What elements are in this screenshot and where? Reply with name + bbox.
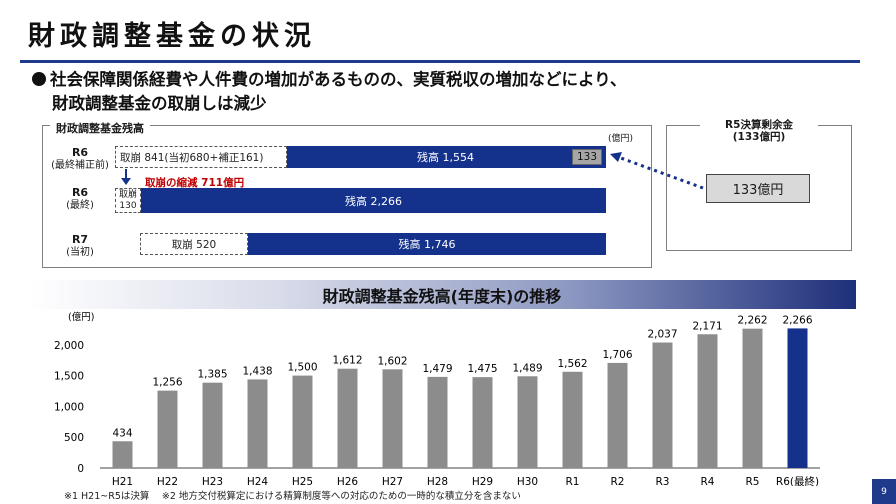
- y-tick-label: 1,500: [54, 371, 84, 383]
- balance-bar-label: 残高 1,554: [417, 151, 474, 164]
- withdraw-value: 130: [119, 200, 137, 211]
- value-label-H22: 1,256: [152, 377, 182, 389]
- value-label-H23: 1,385: [197, 369, 227, 381]
- x-tick-label-H29: H29: [472, 476, 493, 486]
- x-tick-label-H21: H21: [112, 476, 133, 486]
- balance-trend-chart: (億円) 0 500 1,000 1,500 2,000 434 1,256 1,385 1,…: [54, 311, 820, 486]
- footnote: ※1 H21~R5は決算 ※2 地方交付税算定における精算制度等への対応のための…: [64, 491, 521, 502]
- bar-H27: [382, 369, 403, 468]
- y-tick-label: 1,000: [54, 401, 84, 413]
- value-label-H27: 1,602: [377, 355, 407, 367]
- y-tick-label: 2,000: [54, 340, 84, 352]
- surplus-title-line-2: (133億円): [732, 131, 786, 143]
- surplus-chip: 133: [572, 149, 602, 165]
- value-label-H26: 1,612: [332, 355, 362, 367]
- x-tick-label-H26: H26: [337, 476, 359, 486]
- row-label-sub: (最終): [66, 200, 94, 211]
- row-label-r7: R7 (当初): [50, 233, 110, 259]
- bar-H30: [517, 376, 538, 468]
- bar-R3: [652, 342, 673, 468]
- x-tick-label-H28: H28: [427, 476, 448, 486]
- row-label-r6-before: R6 (最終補正前): [50, 146, 110, 172]
- balance-panel: [42, 125, 652, 268]
- title-rule: [20, 60, 860, 63]
- bar-H23: [202, 382, 223, 468]
- value-labels: 434 1,256 1,385 1,438 1,500 1,612 1,602 1,479 1,…: [112, 314, 812, 439]
- bar-H22: [157, 390, 178, 468]
- bar-R5: [742, 328, 763, 468]
- value-label-R2: 1,706: [602, 349, 632, 361]
- bullet-dot-icon: [32, 72, 46, 86]
- bar-R2: [607, 362, 628, 468]
- row-label-sub: (当初): [66, 247, 94, 258]
- x-tick-label-H23: H23: [202, 476, 223, 486]
- shrink-note: 取崩の縮減 711億円: [145, 177, 245, 189]
- row-label-main: R7: [71, 233, 89, 246]
- bars: [112, 328, 808, 468]
- bullet-line-1: 社会保障関係経費や人件費の増加があるものの、実質税収の増加などにより、: [50, 70, 627, 89]
- x-tick-label-H27: H27: [382, 476, 403, 486]
- x-tick-label-H22: H22: [157, 476, 178, 486]
- balance-bar-r7: 残高 1,746: [248, 233, 606, 255]
- y-tick-label: 500: [64, 432, 84, 444]
- bar-H29: [472, 377, 493, 468]
- bar-H25: [292, 375, 313, 468]
- value-label-R6(最終): 2,266: [782, 314, 812, 326]
- bar-H24: [247, 379, 268, 468]
- down-arrow-head-icon: [121, 178, 131, 185]
- x-tick-label-R6(最終): R6(最終): [776, 475, 819, 486]
- row-label-r6-final: R6 (最終): [50, 186, 110, 212]
- row-label-main: R6: [71, 146, 89, 159]
- y-axis-unit: (億円): [68, 311, 94, 323]
- surplus-value-box: 133億円: [706, 174, 810, 203]
- down-arrow-icon: [125, 169, 127, 181]
- x-tick-label-R3: R3: [656, 476, 670, 486]
- x-tick-label-H30: H30: [517, 476, 538, 486]
- value-label-R4: 2,171: [692, 320, 722, 332]
- row-label-sub: (最終補正前): [51, 160, 109, 171]
- value-label-R3: 2,037: [647, 329, 677, 341]
- row-label-main: R6: [71, 186, 89, 199]
- trend-banner: 財政調整基金残高(年度末)の推移: [28, 280, 856, 309]
- bar-R6(最終): [787, 328, 808, 468]
- page-title: 財政調整基金の状況: [28, 21, 316, 52]
- withdraw-box-r7: 取崩 520: [140, 233, 248, 255]
- surplus-title-line-1: R5決算剰余金: [725, 119, 793, 131]
- balance-panel-unit: (億円): [608, 134, 634, 144]
- summary-bullet: 社会保障関係経費や人件費の増加があるものの、実質税収の増加などにより、 財政調整…: [32, 68, 627, 116]
- balance-bar-r6-final: 残高 2,266: [141, 188, 606, 213]
- bar-R1: [562, 371, 583, 468]
- page-number: 9: [872, 479, 896, 504]
- x-axis: H21 H22 H23 H24 H25 H26 H27 H28 H29 H30 R1 R2 R3 R4 R5…: [112, 475, 819, 486]
- x-tick-label-R2: R2: [611, 476, 625, 486]
- withdraw-label: 取崩: [118, 189, 137, 200]
- bar-H26: [337, 368, 358, 468]
- x-tick-label-R5: R5: [746, 476, 760, 486]
- connector-arrow: [610, 152, 704, 190]
- bar-R4: [697, 334, 718, 468]
- bullet-line-2: 財政調整基金の取崩しは減少: [52, 94, 267, 113]
- withdraw-box-r6-final: 取崩 130: [115, 188, 141, 213]
- bar-H21: [112, 441, 133, 468]
- y-tick-label: 0: [77, 463, 84, 475]
- x-tick-label-R1: R1: [566, 476, 580, 486]
- surplus-panel-title: R5決算剰余金 (133億円): [700, 119, 818, 143]
- value-label-H29: 1,475: [467, 363, 497, 375]
- balance-bar-r6-before: 残高 1,554: [287, 146, 606, 168]
- x-tick-label-H25: H25: [292, 476, 313, 486]
- bar-H28: [427, 376, 448, 468]
- withdraw-box-r6-before: 取崩 841(当初680+補正161): [115, 146, 287, 168]
- x-tick-label-H24: H24: [247, 476, 269, 486]
- value-label-R5: 2,262: [737, 315, 767, 327]
- x-tick-label-R4: R4: [701, 476, 715, 486]
- value-label-R1: 1,562: [557, 358, 587, 370]
- value-label-H24: 1,438: [242, 365, 272, 377]
- value-label-H30: 1,489: [512, 362, 542, 374]
- value-label-H25: 1,500: [287, 362, 317, 374]
- value-label-H21: 434: [112, 427, 132, 439]
- value-label-H28: 1,479: [422, 363, 452, 375]
- balance-panel-title: 財政調整基金残高: [50, 120, 150, 136]
